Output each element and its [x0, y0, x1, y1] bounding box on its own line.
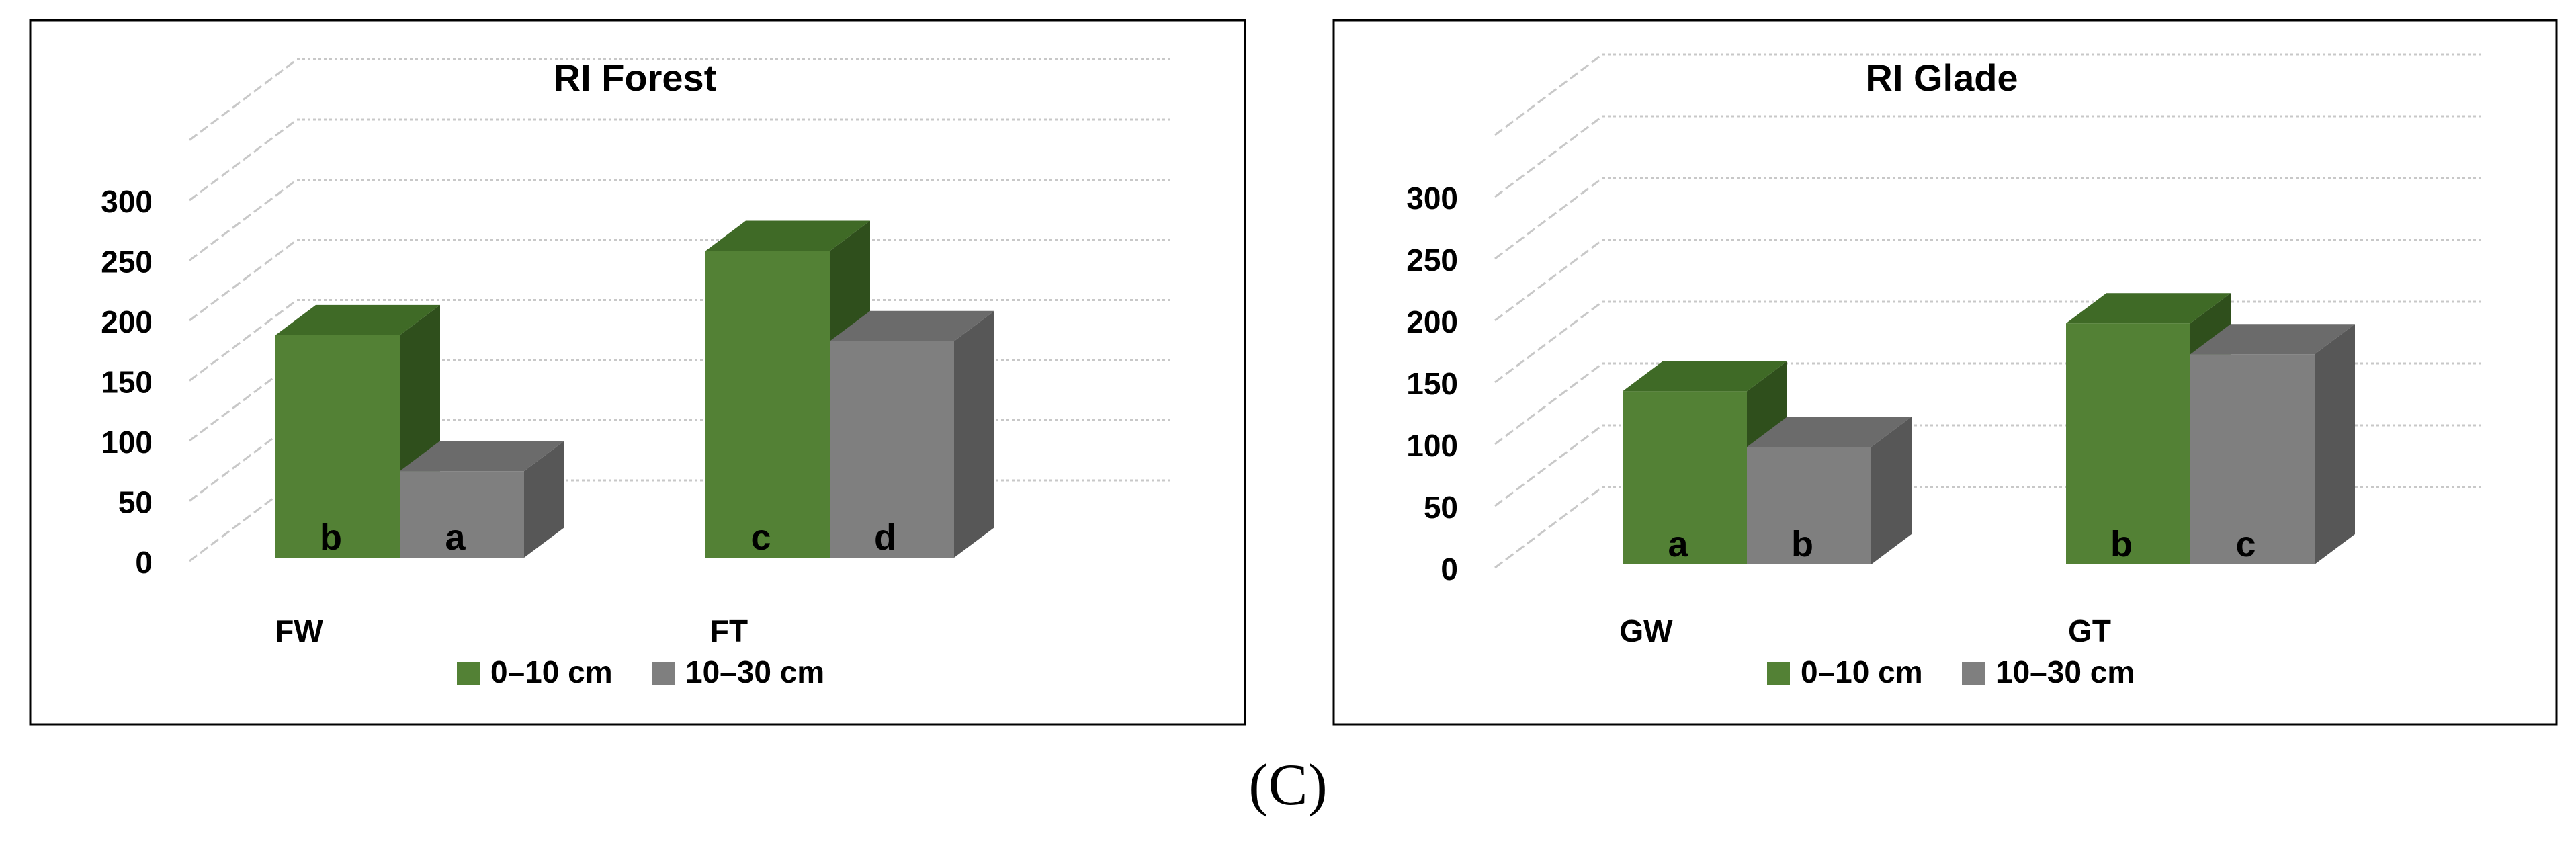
x-category-label: GW: [1619, 613, 1673, 648]
gridline-diagonal: [189, 239, 298, 322]
y-tick-label: 150: [1406, 366, 1458, 401]
bar-front: [830, 341, 954, 558]
bar-significance-label: b: [320, 517, 342, 558]
y-tick-label: 250: [101, 245, 153, 280]
bar-front: [400, 471, 524, 558]
y-tick-label: 200: [101, 304, 153, 339]
legend-swatch: [457, 662, 480, 685]
bar-gw-10-30cm: b: [1747, 417, 1912, 564]
gridline-diagonal: [1494, 53, 1603, 136]
gridline-diagonal: [189, 118, 298, 202]
bar-side: [954, 310, 994, 558]
bar-top: [1623, 361, 1787, 392]
bar-front: [705, 251, 830, 558]
legend-label: 0–10 cm: [490, 654, 613, 689]
bar-top: [1747, 417, 1912, 447]
bar-gw-0-10cm: a: [1623, 361, 1787, 564]
chart-frame: [1332, 19, 2558, 726]
gridline-diagonal: [1494, 177, 1603, 260]
legend-label: 0–10 cm: [1801, 654, 1923, 689]
bar-top: [2066, 293, 2231, 324]
chart-panel-2: RI Glade 0 50 100 150 200 250 300 a b GW b c GT 0–10 c…: [1332, 19, 2558, 726]
bar-top: [400, 441, 564, 472]
x-category-label: FW: [275, 613, 323, 648]
bar-fw-10-30cm: a: [400, 441, 564, 558]
bar-significance-label: a: [445, 517, 466, 558]
gridline-diagonal: [1494, 486, 1603, 569]
bar-front: [1747, 447, 1871, 564]
y-tick-label: 300: [101, 184, 153, 219]
bar-ft-10-30cm: d: [830, 310, 994, 558]
legend-label: 10–30 cm: [685, 654, 824, 689]
legend-swatch: [1767, 662, 1790, 685]
bar-top: [830, 310, 994, 341]
y-tick-label: 0: [135, 545, 153, 580]
y-tick-label: 300: [1406, 181, 1458, 216]
y-tick-label: 200: [1406, 304, 1458, 339]
bar-side: [1871, 417, 1912, 564]
chart-frame: [29, 19, 1246, 726]
x-category-label: GT: [2068, 613, 2111, 648]
x-category-label: FT: [710, 613, 748, 648]
bar-significance-label: b: [1791, 524, 1813, 564]
bar-significance-label: b: [2110, 524, 2133, 564]
y-tick-label: 50: [1424, 490, 1458, 525]
bar-significance-label: d: [874, 517, 896, 558]
figure-caption: (C): [1248, 753, 1328, 818]
chart-title: RI Glade: [1865, 56, 2018, 99]
y-tick-label: 100: [1406, 428, 1458, 463]
legend-swatch: [652, 662, 675, 685]
bar-significance-label: c: [750, 517, 771, 558]
bar-front: [2066, 323, 2190, 564]
bar-side: [524, 441, 564, 558]
y-tick-label: 100: [101, 425, 153, 460]
chart-panel-1: RI Forest 0 50 100 150 200 250 300 b a FW c d FT 0–10 …: [29, 19, 1246, 726]
gridline-diagonal: [1494, 362, 1603, 445]
bar-front: [275, 335, 400, 558]
gridline-diagonal: [1494, 239, 1603, 322]
legend: 0–10 cm 10–30 cm: [1767, 654, 2135, 689]
gridline-diagonal: [189, 179, 298, 261]
bar-top: [705, 220, 870, 251]
chart-title: RI Forest: [554, 56, 717, 99]
bar-side: [2315, 324, 2355, 564]
legend-swatch: [1962, 662, 1985, 685]
bar-significance-label: c: [2235, 524, 2256, 564]
bar-front: [1623, 391, 1747, 564]
y-tick-label: 0: [1441, 552, 1458, 587]
bar-top: [275, 304, 440, 335]
gridline-diagonal: [189, 58, 298, 141]
bar-top: [2190, 324, 2355, 355]
gridline-diagonal: [1494, 424, 1603, 507]
bar-gt-10-30cm: c: [2190, 324, 2355, 564]
gridline-diagonal: [189, 299, 298, 382]
y-tick-label: 150: [101, 365, 153, 400]
gridline-diagonal: [1494, 300, 1603, 384]
legend: 0–10 cm 10–30 cm: [457, 654, 824, 689]
legend-label: 10–30 cm: [1995, 654, 2135, 689]
y-tick-label: 250: [1406, 243, 1458, 277]
gridline-diagonal: [1494, 115, 1603, 198]
bar-front: [2190, 354, 2315, 564]
bar-significance-label: a: [1668, 524, 1688, 564]
y-tick-label: 50: [118, 485, 153, 520]
